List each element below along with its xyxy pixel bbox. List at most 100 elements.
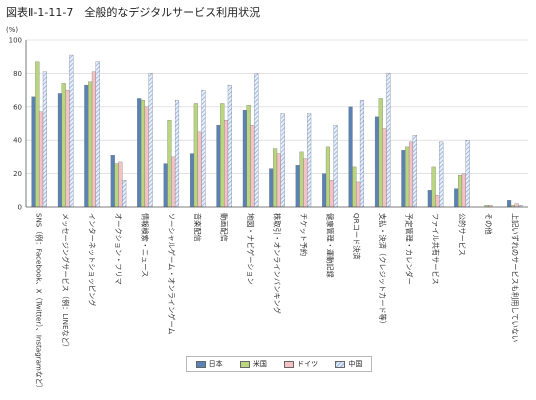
bar-3-2 xyxy=(95,61,100,208)
bar-2-15 xyxy=(435,195,440,208)
legend-swatch-germany xyxy=(284,360,295,368)
bar-3-14 xyxy=(412,135,417,208)
bar-3-1 xyxy=(69,54,74,208)
bar-2-13 xyxy=(382,128,387,208)
legend-swatch-usa xyxy=(239,360,250,368)
bar-3-0 xyxy=(42,71,47,208)
x-tick-label: 公的サービス xyxy=(457,213,466,256)
bar-1-13 xyxy=(378,98,383,208)
bar-0-12 xyxy=(348,106,353,208)
x-tick-label: 上記いずれのサービスも利用していない xyxy=(510,213,519,342)
bar-3-8 xyxy=(254,73,259,208)
bar-0-15 xyxy=(427,190,432,208)
y-tick-label: 80 xyxy=(13,70,22,78)
y-tick-label: 20 xyxy=(13,170,22,178)
x-tick-label: ソーシャルゲーム・オンラインゲーム xyxy=(167,213,176,335)
legend-swatch-japan xyxy=(195,360,206,368)
bar-0-6 xyxy=(189,153,195,208)
bar-0-13 xyxy=(374,116,380,208)
bar-0-11 xyxy=(322,173,327,208)
bar-2-16 xyxy=(461,173,466,208)
bar-3-16 xyxy=(465,140,470,208)
x-tick-label: 音楽配信 xyxy=(193,213,202,242)
x-tick-label: その他 xyxy=(484,213,493,235)
bar-1-3 xyxy=(114,163,119,208)
x-tick-label: ファイル共有サービス xyxy=(431,213,440,285)
bar-2-14 xyxy=(408,141,414,208)
x-tick-label: QRコード決済 xyxy=(352,213,361,260)
bar-0-2 xyxy=(84,84,89,208)
bar-0-8 xyxy=(242,109,247,208)
bar-3-13 xyxy=(386,73,391,208)
bar-1-1 xyxy=(61,83,66,208)
bar-2-3 xyxy=(118,161,123,208)
bar-3-7 xyxy=(227,84,232,208)
bar-1-15 xyxy=(431,166,436,208)
x-tick-label: SNS（例：Facebook、X（Twitter）、Instagramなど） xyxy=(35,213,44,392)
legend-item-germany: ドイツ xyxy=(284,359,318,369)
bar-0-9 xyxy=(269,168,274,208)
legend-label-germany: ドイツ xyxy=(297,360,319,368)
bar-0-16 xyxy=(454,188,459,208)
x-tick-label: 情報検索・ニュース xyxy=(140,213,149,277)
bar-0-3 xyxy=(110,155,115,208)
bar-0-7 xyxy=(216,125,221,208)
x-tick-label: 地図・ナビゲーション xyxy=(246,213,255,285)
bar-0-10 xyxy=(295,165,300,208)
legend-swatch-china xyxy=(335,360,346,368)
bar-1-2 xyxy=(88,81,93,208)
y-tick-label: 0 xyxy=(18,204,22,212)
x-tick-label: 株取引・オンラインバンキング xyxy=(273,213,282,314)
x-tick-label: インターネットショッピング xyxy=(88,213,97,306)
x-tick-label: メッセージングサービス（例：LINEなど） xyxy=(61,213,70,351)
bar-2-6 xyxy=(197,131,202,208)
y-axis-unit: (%) xyxy=(6,26,18,34)
bar-3-5 xyxy=(174,99,180,208)
legend-label-china: 中国 xyxy=(348,360,363,368)
bar-2-4 xyxy=(144,106,149,208)
bar-2-8 xyxy=(250,125,255,208)
bar-3-15 xyxy=(439,141,444,208)
bar-1-11 xyxy=(325,146,330,208)
bar-1-5 xyxy=(167,120,172,208)
bar-2-0 xyxy=(39,111,44,208)
bar-0-1 xyxy=(57,93,62,208)
bar-2-9 xyxy=(276,153,281,208)
bar-3-11 xyxy=(333,125,338,208)
bar-1-8 xyxy=(246,104,251,208)
legend-item-china: 中国 xyxy=(335,359,362,369)
bar-1-10 xyxy=(299,151,304,208)
bar-1-7 xyxy=(220,103,225,208)
x-tick-label: チケット予約 xyxy=(299,213,308,256)
x-tick-label: オークション・フリマ xyxy=(114,213,123,285)
chart-title: 図表Ⅱ-1-11-7 全般的なデジタルサービス利用状況 xyxy=(6,6,261,19)
bar-2-7 xyxy=(224,120,229,208)
bar-3-9 xyxy=(280,113,285,208)
bar-3-4 xyxy=(148,73,153,208)
legend: 日本 米国 ドイツ 中国 xyxy=(186,356,372,372)
bar-2-11 xyxy=(329,180,334,208)
bar-2-12 xyxy=(356,181,361,208)
y-tick-label: 100 xyxy=(9,37,22,45)
bar-1-16 xyxy=(457,175,463,208)
bar-0-18 xyxy=(507,200,512,208)
bar-1-6 xyxy=(193,103,198,208)
bar-0-14 xyxy=(401,150,406,208)
bar-0-4 xyxy=(137,98,142,208)
bar-3-10 xyxy=(307,113,312,208)
bar-1-0 xyxy=(35,61,40,208)
y-tick-label: 40 xyxy=(13,137,22,145)
x-tick-label: 動画配信 xyxy=(220,213,229,242)
bar-3-12 xyxy=(359,99,365,208)
bar-0-0 xyxy=(31,96,36,208)
legend-label-usa: 米国 xyxy=(252,360,267,368)
bar-3-3 xyxy=(122,180,127,208)
bar-2-18 xyxy=(514,203,519,208)
legend-item-japan: 日本 xyxy=(195,359,223,369)
bar-1-12 xyxy=(352,166,357,208)
bar-1-4 xyxy=(140,99,146,208)
bar-1-14 xyxy=(405,146,410,208)
bar-1-9 xyxy=(273,148,278,208)
bar-3-6 xyxy=(201,89,206,208)
